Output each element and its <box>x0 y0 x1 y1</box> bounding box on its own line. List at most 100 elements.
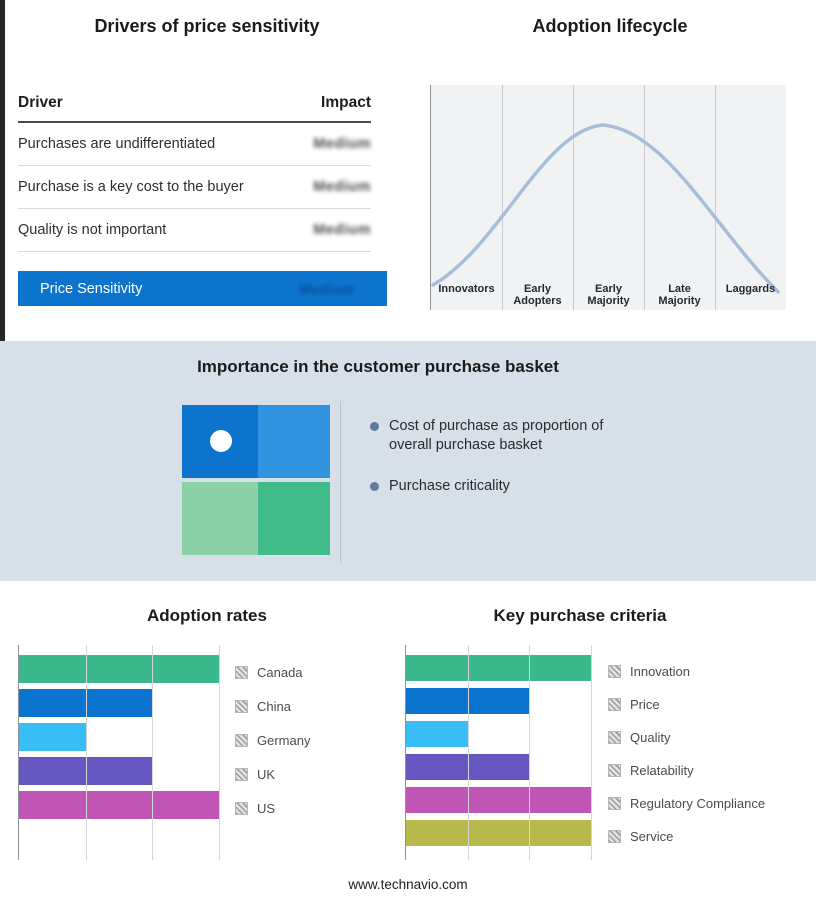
lifecycle-gridline <box>502 85 503 310</box>
legend-item: China <box>235 689 310 723</box>
chart-gridline <box>467 645 469 860</box>
legend-swatch-icon <box>608 731 621 744</box>
legend-item: Canada <box>235 655 310 689</box>
bar-row <box>406 655 591 688</box>
bar-row <box>19 791 219 825</box>
basket-bullet-list: Cost of purchase as proportion of overal… <box>370 417 640 518</box>
chart-gridline <box>529 645 531 860</box>
legend-swatch-icon <box>608 764 621 777</box>
bar-row <box>406 688 591 721</box>
bar-row <box>406 787 591 820</box>
legend-label: Canada <box>257 664 303 680</box>
key-purchase-criteria-legend: Innovation Price Quality Relatability Regula… <box>608 655 765 853</box>
lifecycle-gridline <box>573 85 574 310</box>
matrix-cell-bottom-left <box>182 482 258 555</box>
lifecycle-stage-label: Late Majority <box>658 283 701 307</box>
matrix-cell-top-right <box>258 405 330 478</box>
driver-row: Purchases are undifferentiated Medium <box>18 123 371 166</box>
bullet-text: Purchase criticality <box>389 478 510 494</box>
legend-item: Relatability <box>608 754 765 787</box>
legend-item: Service <box>608 820 765 853</box>
bullet-icon <box>370 482 379 491</box>
lifecycle-stage-label: Early Adopters <box>513 283 562 307</box>
legend-swatch-icon <box>608 698 621 711</box>
legend-swatch-icon <box>608 830 621 843</box>
driver-impact-value: Medium <box>313 136 371 152</box>
bar-row <box>19 757 219 791</box>
driver-column-header: Driver <box>18 94 63 111</box>
legend-swatch-icon <box>608 797 621 810</box>
lifecycle-stage-label: Innovators <box>438 283 495 295</box>
lifecycle-gridline <box>644 85 645 310</box>
legend-item: Regulatory Compliance <box>608 787 765 820</box>
driver-table-header: Driver Impact <box>18 94 371 123</box>
purchase-basket-section: Importance in the customer purchase bask… <box>0 341 816 581</box>
legend-label: Relatability <box>630 763 694 778</box>
chart-gridline <box>219 645 220 860</box>
chart-gridline <box>85 645 87 860</box>
bar-row <box>406 754 591 787</box>
website-url: www.technavio.com <box>348 877 468 892</box>
price-sensitivity-value: Medium <box>299 280 355 297</box>
legend-label: Price <box>630 697 660 712</box>
legend-label: Innovation <box>630 664 690 679</box>
matrix-cell-bottom-right <box>258 482 330 555</box>
basket-title: Importance in the customer purchase bask… <box>197 357 559 376</box>
priority-matrix <box>182 405 330 555</box>
matrix-cell-top-left <box>182 405 258 478</box>
key-purchase-criteria-chart: Innovation Price Quality Relatability Regula… <box>405 645 795 860</box>
bar-row <box>19 723 219 757</box>
legend-label: Service <box>630 829 674 844</box>
legend-swatch-icon <box>235 733 248 747</box>
bell-curve <box>431 123 780 294</box>
adoption-rates-plot <box>18 645 220 860</box>
bullet-item: Cost of purchase as proportion of overal… <box>370 417 640 455</box>
legend-item: UK <box>235 757 310 791</box>
key-purchase-criteria-title: Key purchase criteria <box>493 606 667 625</box>
bar-us <box>19 791 219 819</box>
legend-label: China <box>257 698 291 714</box>
legend-label: Regulatory Compliance <box>630 796 766 811</box>
lifecycle-stage-labels: Innovators Early Adopters Early Majority Late… <box>431 283 786 307</box>
bar-innovation <box>406 655 591 681</box>
driver-impact-value: Medium <box>313 179 371 195</box>
adoption-rates-chart: Canada China Germany UK US <box>18 645 338 860</box>
bar-quality <box>406 721 468 747</box>
bar-service <box>406 820 591 846</box>
driver-name: Quality is not important <box>18 222 167 238</box>
bullet-text: Cost of purchase as proportion of overal… <box>389 418 604 453</box>
lifecycle-title: Adoption lifecycle <box>532 16 688 36</box>
legend-swatch-icon <box>235 767 248 781</box>
bar-germany <box>19 723 86 751</box>
adoption-rates-title: Adoption rates <box>147 606 267 625</box>
bar-canada <box>19 655 219 683</box>
legend-label: Quality <box>630 730 671 745</box>
driver-table: Driver Impact Purchases are undifferenti… <box>18 94 371 252</box>
bar-row <box>406 721 591 754</box>
adoption-rates-bars <box>19 655 219 825</box>
lifecycle-chart: Innovators Early Adopters Early Majority Late… <box>430 85 786 310</box>
matrix-marker-dot <box>210 430 232 452</box>
key-purchase-criteria-plot <box>405 645 592 860</box>
matrix-axis-line <box>340 401 341 563</box>
bar-regulatory-compliance <box>406 787 591 813</box>
driver-table-rows: Purchases are undifferentiated Medium Purc… <box>18 123 371 252</box>
legend-item: Innovation <box>608 655 765 688</box>
lifecycle-stage-label: Laggards <box>725 283 776 295</box>
lifecycle-stage-label: Early Majority <box>587 283 630 307</box>
chart-gridline <box>591 645 592 860</box>
legend-swatch-icon <box>235 801 248 815</box>
driver-row: Quality is not important Medium <box>18 209 371 252</box>
legend-item: Quality <box>608 721 765 754</box>
price-sensitivity-label: Price Sensitivity <box>40 280 143 297</box>
bar-row <box>19 655 219 689</box>
price-sensitivity-bar: Price Sensitivity Medium <box>18 271 387 306</box>
legend-swatch-icon <box>235 665 248 679</box>
impact-column-header: Impact <box>321 94 371 111</box>
legend-label: Germany <box>257 732 311 748</box>
adoption-rates-legend: Canada China Germany UK US <box>235 655 310 825</box>
bar-row <box>406 820 591 853</box>
driver-impact-value: Medium <box>313 222 371 238</box>
legend-label: UK <box>257 766 276 782</box>
